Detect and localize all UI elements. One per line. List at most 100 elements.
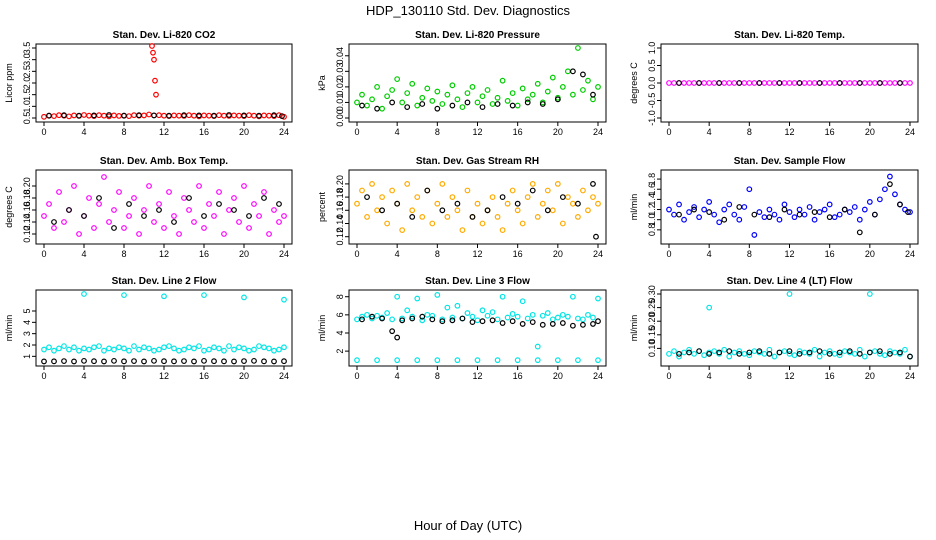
data-point — [211, 358, 217, 365]
data-point — [801, 349, 808, 356]
data-point — [459, 227, 466, 234]
data-point — [681, 216, 687, 223]
data-point — [444, 304, 451, 311]
x-tick-label: 8 — [121, 127, 126, 137]
data-point — [776, 80, 783, 86]
data-point — [176, 347, 182, 354]
data-point — [811, 346, 818, 353]
y-tick-label: 0.20 — [335, 175, 345, 193]
data-point — [494, 101, 501, 107]
data-point — [726, 201, 733, 208]
data-point — [590, 194, 596, 201]
data-point — [504, 314, 511, 321]
data-point — [201, 292, 207, 299]
data-point — [479, 104, 486, 111]
data-point — [61, 343, 67, 350]
plot-frame — [35, 289, 293, 367]
data-point — [821, 80, 828, 86]
data-point — [379, 315, 386, 322]
data-point — [595, 318, 601, 325]
data-point — [580, 87, 586, 93]
data-point — [181, 346, 187, 353]
data-point — [549, 321, 556, 327]
data-point — [786, 291, 793, 297]
data-point — [464, 90, 471, 97]
data-point — [676, 350, 682, 357]
data-point — [666, 80, 672, 86]
data-point — [499, 227, 506, 234]
data-point — [150, 49, 156, 56]
data-point — [681, 349, 687, 356]
data-point — [590, 91, 596, 98]
data-point — [892, 191, 898, 198]
data-point — [271, 112, 277, 119]
data-point — [439, 318, 446, 325]
data-point — [499, 293, 506, 300]
data-point — [564, 194, 571, 201]
x-tick-label: 16 — [513, 371, 523, 381]
data-point — [569, 322, 576, 329]
data-point — [464, 99, 471, 106]
data-point — [384, 220, 391, 227]
data-point — [196, 183, 202, 189]
data-point — [76, 231, 82, 237]
data-point — [51, 219, 57, 225]
x-tick-label: 16 — [513, 249, 523, 259]
data-point — [389, 316, 396, 323]
data-point — [434, 88, 441, 95]
data-point — [851, 80, 858, 86]
data-point — [595, 295, 601, 302]
data-point — [811, 216, 818, 223]
data-point — [851, 350, 858, 357]
data-point — [746, 186, 753, 193]
data-point — [151, 357, 157, 364]
data-point — [871, 80, 878, 86]
data-point — [826, 348, 833, 355]
y-tick-label: 5 — [22, 308, 32, 313]
data-point — [434, 200, 441, 207]
x-tick-label: 16 — [199, 127, 209, 137]
data-point — [141, 358, 147, 365]
x-tick-label: 8 — [435, 127, 440, 137]
data-point — [81, 291, 87, 297]
data-point — [529, 311, 536, 318]
data-point — [534, 343, 541, 350]
data-point — [86, 346, 92, 353]
data-point — [41, 346, 47, 353]
data-point — [161, 344, 167, 351]
x-tick-label: 0 — [354, 371, 359, 381]
data-point — [449, 194, 456, 201]
data-point — [746, 349, 753, 356]
data-point — [86, 195, 92, 201]
data-point — [56, 112, 62, 119]
data-point — [161, 293, 167, 300]
x-tick-label: 24 — [905, 127, 915, 137]
data-point — [419, 313, 426, 320]
panel-4: Stan. Dev. Amb. Box Temp. 0 4 8 12 16 20 24 0.12… — [4, 156, 293, 259]
data-point — [454, 207, 461, 214]
data-point — [236, 344, 242, 351]
data-point — [701, 352, 708, 359]
data-point — [856, 80, 863, 86]
data-point — [236, 219, 242, 225]
data-point — [149, 43, 155, 49]
data-point — [231, 358, 237, 365]
series-1 — [41, 291, 287, 354]
data-point — [756, 209, 763, 215]
data-point — [241, 345, 247, 352]
data-point — [241, 294, 247, 301]
x-tick-label: 24 — [905, 249, 915, 259]
data-point — [246, 112, 252, 119]
data-point — [171, 358, 177, 365]
plot-frame — [348, 169, 607, 245]
data-point — [126, 213, 132, 219]
data-point — [131, 112, 137, 119]
data-point — [414, 357, 421, 364]
data-point — [861, 80, 868, 86]
data-point — [876, 80, 883, 86]
data-point — [756, 348, 763, 355]
x-tick-label: 20 — [865, 127, 875, 137]
data-point — [509, 187, 516, 194]
data-point — [126, 201, 132, 207]
